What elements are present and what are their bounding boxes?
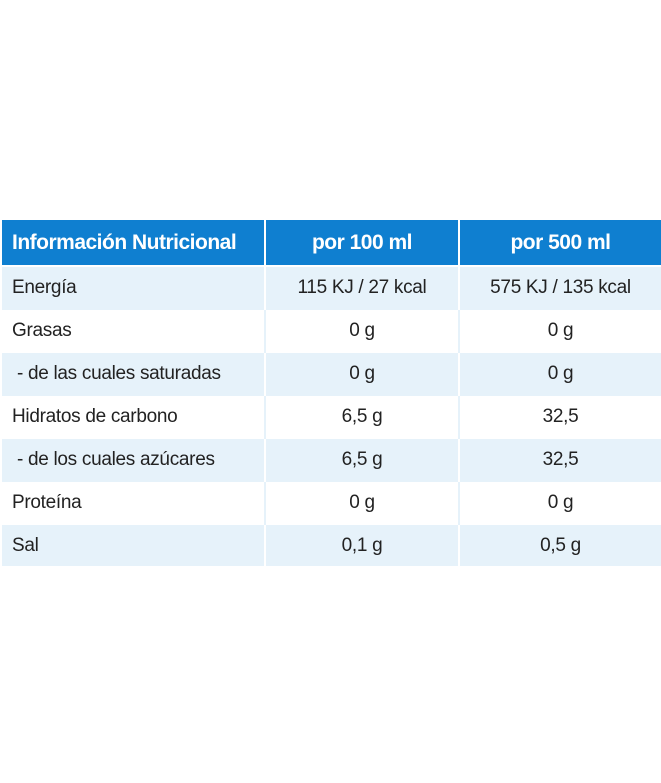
header-nutrition-info: Información Nutricional [2, 220, 266, 266]
table-row: - de las cuales saturadas 0 g 0 g [2, 351, 661, 395]
row-label: Proteína [2, 480, 266, 524]
value-per-100ml: 0 g [265, 308, 460, 352]
table-header-row: Información Nutricional por 100 ml por 5… [2, 220, 661, 266]
table-row: Proteína 0 g 0 g [2, 480, 661, 524]
row-label: Sal [2, 523, 266, 566]
table-row: Hidratos de carbono 6,5 g 32,5 [2, 394, 661, 438]
table-row: Sal 0,1 g 0,5 g [2, 523, 661, 566]
row-label: Energía [2, 265, 266, 309]
value-per-100ml: 115 KJ / 27 kcal [265, 265, 460, 309]
row-label: Grasas [2, 308, 266, 352]
value-per-100ml: 6,5 g [265, 437, 460, 481]
row-label: - de los cuales azúcares [2, 437, 266, 481]
table-row: Grasas 0 g 0 g [2, 308, 661, 352]
header-per-100ml: por 100 ml [265, 220, 460, 266]
value-per-500ml: 0,5 g [459, 523, 661, 566]
table-row: - de los cuales azúcares 6,5 g 32,5 [2, 437, 661, 481]
value-per-500ml: 0 g [459, 308, 661, 352]
value-per-100ml: 6,5 g [265, 394, 460, 438]
value-per-100ml: 0,1 g [265, 523, 460, 566]
nutrition-table: Información Nutricional por 100 ml por 5… [2, 220, 661, 566]
value-per-100ml: 0 g [265, 351, 460, 395]
table-row: Energía 115 KJ / 27 kcal 575 KJ / 135 kc… [2, 265, 661, 309]
value-per-500ml: 32,5 [459, 437, 661, 481]
value-per-500ml: 32,5 [459, 394, 661, 438]
value-per-500ml: 575 KJ / 135 kcal [459, 265, 661, 309]
row-label: - de las cuales saturadas [2, 351, 266, 395]
header-per-500ml: por 500 ml [459, 220, 661, 266]
row-label: Hidratos de carbono [2, 394, 266, 438]
value-per-500ml: 0 g [459, 480, 661, 524]
value-per-500ml: 0 g [459, 351, 661, 395]
value-per-100ml: 0 g [265, 480, 460, 524]
